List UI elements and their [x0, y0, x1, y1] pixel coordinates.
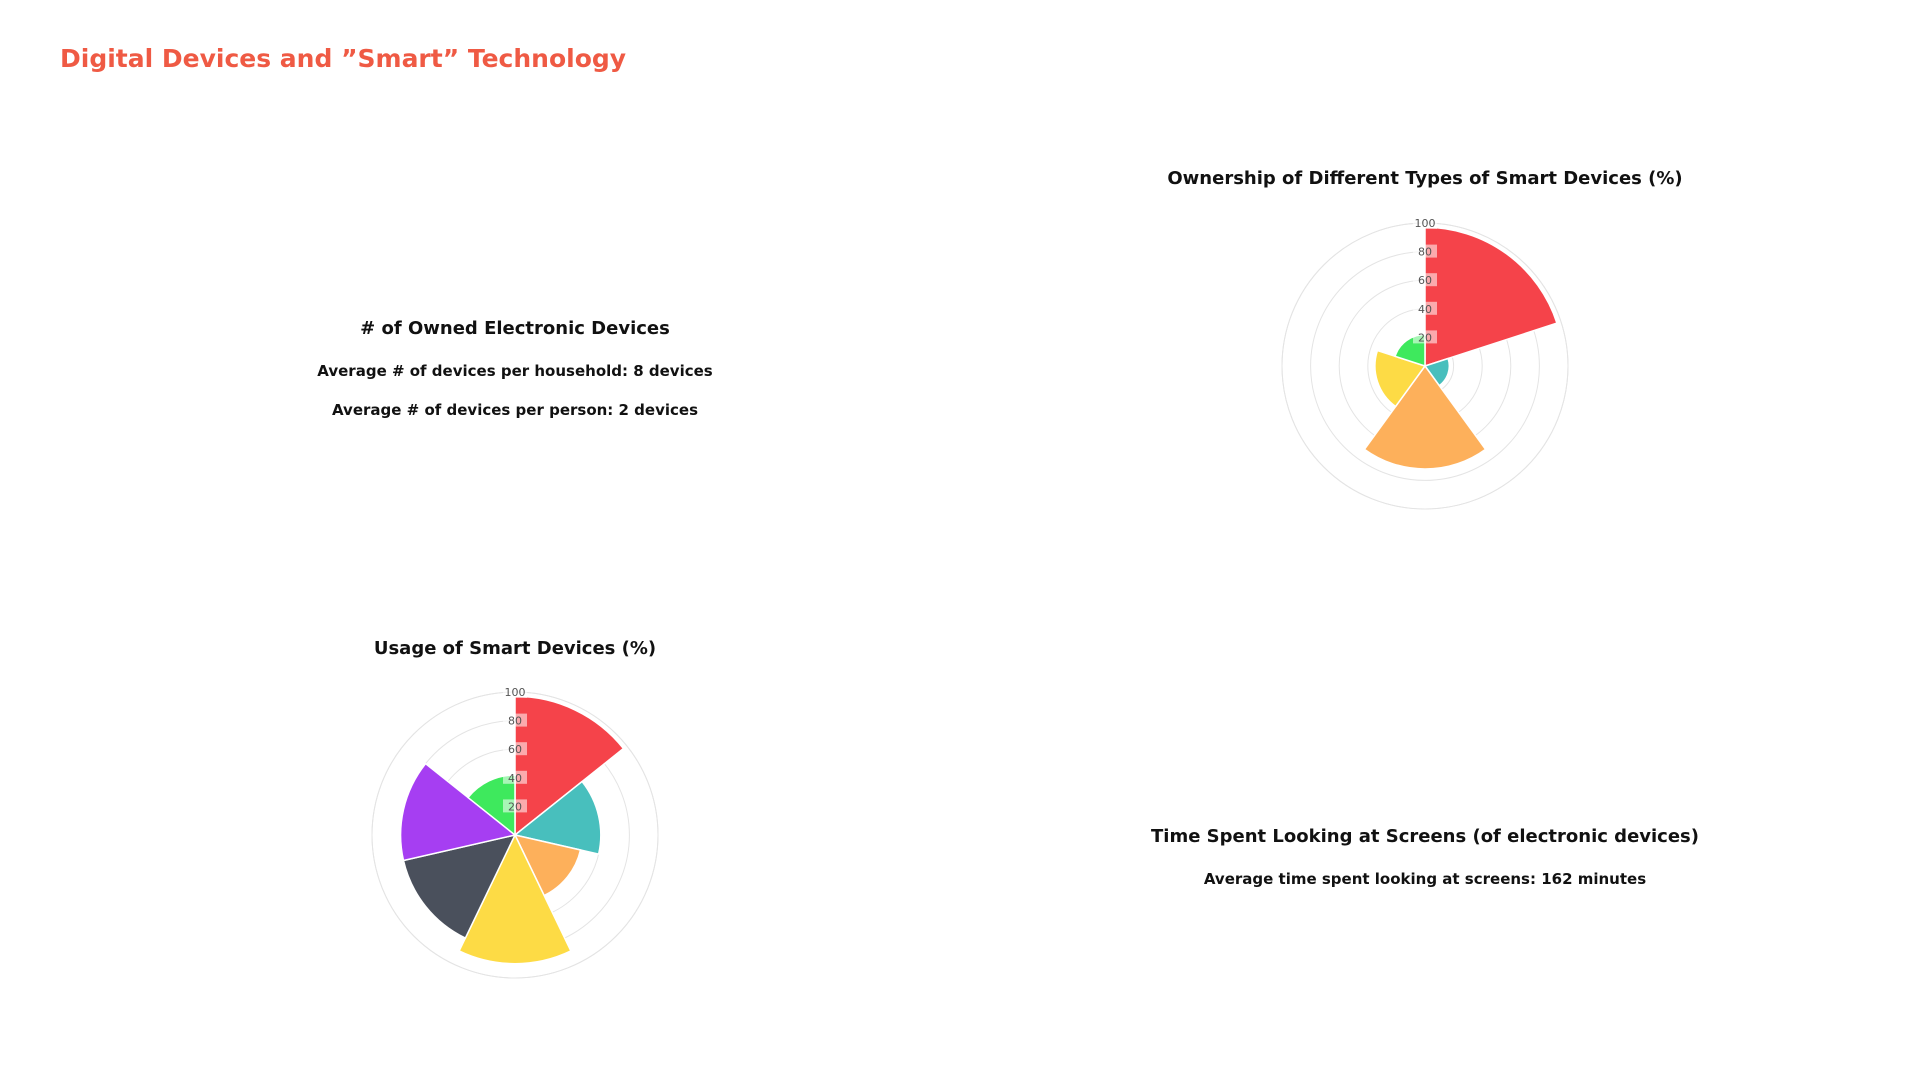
ownership-chart-title: Ownership of Different Types of Smart De…	[1167, 168, 1683, 189]
polar-tick-bg	[1413, 273, 1437, 287]
polar-tick-bg	[503, 742, 527, 756]
polar-tick-bg	[1413, 330, 1437, 344]
polar-bar	[1363, 364, 1487, 470]
polar-tick-label: 40	[508, 772, 522, 785]
polar-tick-label: 80	[508, 715, 522, 728]
polar-tick-label: 20	[1418, 331, 1432, 344]
page-title: Digital Devices and ”Smart” Technology	[60, 44, 627, 73]
polar-tick-label: 60	[508, 743, 522, 756]
polar-tick-label: 100	[505, 686, 526, 699]
polar-bar	[1374, 349, 1427, 408]
polar-tick-label: 100	[1415, 217, 1436, 230]
polar-tick-bg	[503, 713, 527, 727]
polar-tick-label: 80	[1418, 246, 1432, 259]
devices-per-person: Average # of devices per person: 2 devic…	[331, 401, 699, 419]
usage-polar-chart: 20 40 60 80 100	[371, 685, 659, 979]
polar-bar	[1424, 226, 1558, 368]
polar-bar	[458, 833, 572, 965]
ownership-polar-chart: 20 40 60 80 100	[1281, 216, 1569, 510]
polar-bar	[402, 833, 517, 940]
devices-panel-title: # of Owned Electronic Devices	[360, 318, 670, 339]
screen-time-average: Average time spent looking at screens: 1…	[1203, 870, 1647, 888]
polar-bar	[513, 780, 602, 855]
devices-per-household: Average # of devices per household: 8 de…	[317, 362, 713, 380]
polar-tick-label: 60	[1418, 274, 1432, 287]
polar-tick-label: 20	[508, 800, 522, 813]
polar-tick-bg	[1413, 244, 1437, 258]
polar-tick-bg	[503, 799, 527, 813]
polar-bar	[513, 833, 582, 897]
polar-bar	[399, 762, 517, 862]
polar-tick-bg	[1413, 216, 1437, 229]
screens-panel-title: Time Spent Looking at Screens (of electr…	[1151, 826, 1699, 847]
usage-chart-title: Usage of Smart Devices (%)	[373, 638, 657, 659]
polar-tick-bg	[503, 685, 527, 698]
polar-tick-bg	[503, 770, 527, 784]
polar-tick-bg	[1413, 301, 1437, 315]
polar-tick-label: 40	[1418, 303, 1432, 316]
